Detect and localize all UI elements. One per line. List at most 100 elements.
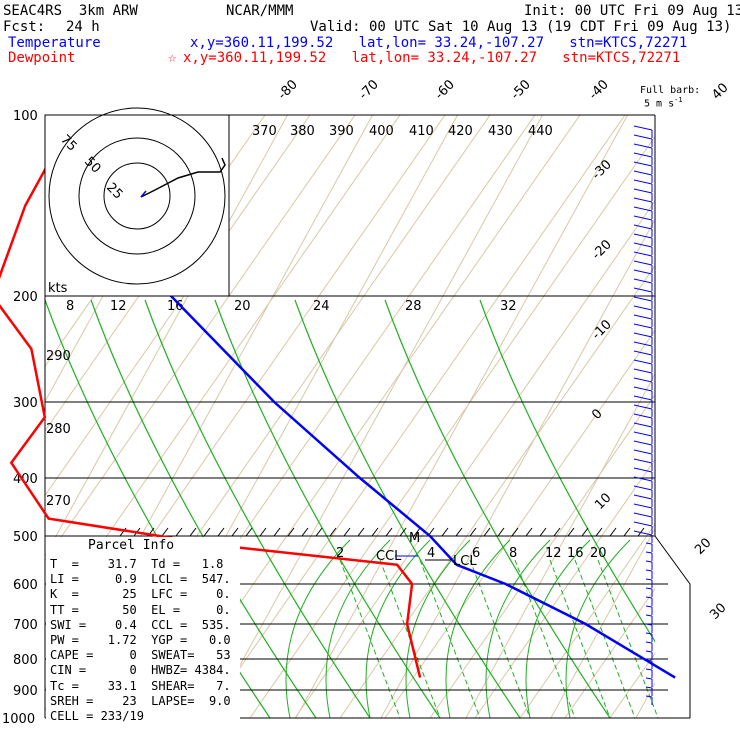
parcel-info-row: Tc = 33.1 SHEAR= 7. bbox=[50, 678, 231, 693]
mixing-ratio-label: 4 bbox=[427, 546, 435, 561]
pressure-tick-label: 900 bbox=[13, 684, 38, 699]
hatch-mark bbox=[343, 527, 351, 537]
dry-adiabat-line bbox=[519, 523, 655, 718]
wind-barb bbox=[645, 542, 653, 545]
wind-barb bbox=[633, 440, 653, 446]
temperature-legend-info: x,y=360.11,199.52 lat,lon= 33.24,-107.27… bbox=[190, 35, 688, 51]
wind-barb bbox=[633, 188, 653, 194]
wind-barb bbox=[633, 242, 653, 248]
hatch-mark bbox=[315, 527, 323, 537]
valid-time: Valid: 00 UTC Sat 10 Aug 13 (19 CDT Fri … bbox=[310, 19, 732, 35]
dry-adiabat-line bbox=[654, 717, 655, 718]
moist-adiabat-line bbox=[285, 539, 351, 718]
mixing-ratio-dashed-line bbox=[419, 559, 481, 719]
hatch-mark bbox=[441, 527, 449, 537]
barb-legend-unit-sup: -1 bbox=[674, 96, 683, 104]
wind-barb bbox=[645, 686, 653, 689]
barb-legend-title: Full barb: bbox=[640, 85, 701, 96]
moist-adiabat-line bbox=[365, 539, 431, 718]
isotherm-line bbox=[721, 115, 740, 718]
wind-barb bbox=[633, 323, 653, 329]
dry-adiabat-line bbox=[45, 115, 356, 561]
hatch-mark bbox=[385, 527, 393, 537]
wind-barb bbox=[645, 695, 653, 698]
wind-barb bbox=[633, 332, 653, 338]
wind-barb bbox=[633, 476, 653, 482]
wind-barb bbox=[633, 395, 653, 401]
isotherm-label: -70 bbox=[356, 77, 382, 103]
mixing-ratio-label: 6 bbox=[472, 546, 480, 561]
theta-label: 420 bbox=[448, 124, 473, 139]
dry-adiabat-line bbox=[249, 135, 655, 718]
wind-barb bbox=[633, 485, 653, 491]
mixing-ratio-line bbox=[90, 299, 317, 718]
wind-barb bbox=[633, 278, 653, 284]
dry-adiabat-line bbox=[564, 587, 655, 718]
dewpoint-legend-info: x,y=360.11,199.52 lat,lon= 33.24,-107.27… bbox=[183, 50, 681, 66]
wind-barb bbox=[633, 197, 653, 203]
wind-barb bbox=[633, 503, 653, 509]
isotherm-label: 10 bbox=[592, 491, 614, 513]
wind-barb bbox=[633, 350, 653, 356]
dry-adiabat-line bbox=[45, 115, 311, 497]
temperature-legend-label: Temperature bbox=[8, 35, 101, 51]
wind-barb bbox=[633, 296, 653, 302]
mixing-ratio-label: 12 bbox=[545, 546, 562, 561]
mixing-ratio-label: 16 bbox=[567, 546, 584, 561]
isotherm-line bbox=[380, 218, 655, 718]
mixing-ratio-dashed-line bbox=[469, 559, 531, 719]
wind-barb bbox=[645, 560, 653, 563]
hatch-mark bbox=[539, 527, 547, 537]
parcel-info-row: K = 25 LFC = 0. bbox=[50, 587, 231, 602]
wind-barb bbox=[633, 152, 653, 158]
mixing-ratio-label: 8 bbox=[66, 299, 74, 314]
parcel-info-row: PW = 1.72 YGP = 0.0 bbox=[50, 633, 231, 647]
mixing-ratio-label: 20 bbox=[234, 299, 251, 314]
wind-barb bbox=[645, 569, 653, 572]
wind-barb bbox=[645, 614, 653, 617]
wind-barb bbox=[633, 206, 653, 212]
theta-label: 370 bbox=[252, 124, 277, 139]
pressure-tick-label: 300 bbox=[13, 396, 38, 411]
moist-adiabat-line bbox=[565, 539, 631, 718]
wind-barb bbox=[645, 632, 653, 635]
isotherm-line bbox=[45, 115, 288, 558]
wind-barb bbox=[633, 386, 653, 392]
hatch-mark bbox=[581, 527, 589, 537]
hatch-mark bbox=[329, 527, 337, 537]
hatch-mark bbox=[189, 527, 197, 537]
theta-label: 270 bbox=[46, 494, 71, 509]
mixing-ratio-dashed-line bbox=[549, 559, 611, 719]
ccl-label: CCL bbox=[376, 549, 402, 564]
hatch-mark bbox=[231, 527, 239, 537]
wind-barb bbox=[633, 404, 653, 410]
isotherm-label: -40 bbox=[586, 77, 612, 103]
mixing-ratio-line bbox=[294, 299, 521, 718]
isotherm-label: 30 bbox=[707, 601, 729, 623]
wind-barb bbox=[633, 125, 653, 131]
wind-barb bbox=[645, 659, 653, 662]
hatch-mark bbox=[371, 527, 379, 537]
hatch-mark bbox=[609, 527, 617, 537]
wind-barb bbox=[633, 512, 653, 518]
hatch-mark bbox=[357, 527, 365, 537]
pressure-tick-label: 600 bbox=[13, 578, 38, 593]
wind-barb bbox=[633, 287, 653, 293]
hodograph-frame bbox=[44, 114, 230, 297]
hatch-mark bbox=[497, 527, 505, 537]
parcel-info-row: TT = 50 EL = 0. bbox=[50, 602, 231, 617]
parcel-info-box: Parcel Info T = 31.7 Td = 1.8 LI = 0.9 LC… bbox=[46, 537, 240, 727]
hatch-mark bbox=[553, 527, 561, 537]
isotherm-label: -20 bbox=[589, 237, 615, 263]
pressure-tick-label: 500 bbox=[13, 530, 38, 545]
hatch-mark bbox=[483, 527, 491, 537]
axis-right-lower bbox=[654, 480, 691, 718]
hatch-mark bbox=[455, 527, 463, 537]
hatch-mark bbox=[399, 527, 407, 537]
hatch-mark bbox=[203, 527, 211, 537]
m-label: M bbox=[409, 531, 420, 546]
parcel-info-row: SWI = 0.4 CCL = 535. bbox=[50, 617, 231, 632]
wind-barb bbox=[633, 449, 653, 455]
hatch-mark bbox=[287, 527, 295, 537]
